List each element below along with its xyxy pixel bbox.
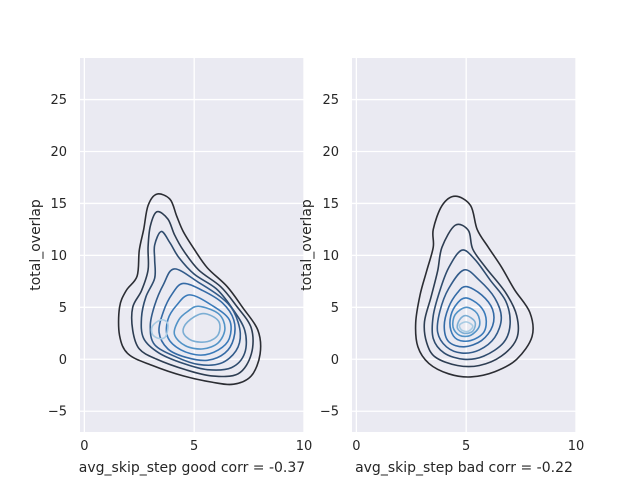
y-tick-label: 10	[50, 249, 67, 264]
kde-contour-level-2	[130, 210, 254, 378]
y-tick-label: −5	[48, 405, 67, 420]
kde-contour-level-9	[150, 318, 169, 340]
y-tick-label: 5	[59, 301, 67, 316]
y-tick-label: 10	[322, 249, 339, 264]
kde-contour-level-7	[451, 306, 481, 338]
x-tick-label: 0	[80, 439, 88, 454]
kde-contour-level-7	[173, 305, 226, 350]
kde-contour-level-3	[431, 249, 511, 361]
y-axis-label: total_overlap	[28, 199, 44, 291]
y-tick-label: 15	[50, 197, 67, 212]
y-tick-label: 0	[331, 353, 339, 368]
x-axis-label: avg_skip_step good corr = -0.37	[79, 460, 305, 476]
y-tick-label: 0	[59, 353, 67, 368]
kde-contour-level-1	[117, 193, 262, 386]
kde-contour-level-6	[449, 297, 488, 343]
x-tick-label: 10	[296, 439, 313, 454]
y-tick-label: 15	[322, 197, 339, 212]
y-tick-label: −5	[320, 405, 339, 420]
y-tick-label: 25	[322, 93, 339, 108]
y-tick-label: 5	[331, 301, 339, 316]
x-axis-label: avg_skip_step bad corr = -0.22	[355, 460, 573, 476]
x-tick-label: 10	[568, 439, 585, 454]
x-tick-label: 5	[462, 439, 470, 454]
y-tick-label: 25	[50, 93, 67, 108]
kde-contour-level-9	[458, 321, 474, 333]
kde-contour-level-5	[443, 285, 495, 348]
x-tick-label: 0	[352, 439, 360, 454]
x-tick-label: 5	[190, 439, 198, 454]
y-tick-label: 20	[50, 145, 67, 160]
chart-panel-2: −5 0 5 10 15 20 25 0 5 10 avg_skip_step bad corr =…	[299, 58, 584, 476]
chart-panel-1: −5 0 5 10 15 20 25 0 5 10 avg_skip_step good corr …	[28, 58, 312, 476]
kde-contour-level-2	[423, 223, 520, 368]
y-axis-label: total_overlap	[299, 199, 315, 291]
kde-contour-level-1	[414, 195, 534, 378]
kde-contour-level-3	[140, 230, 248, 371]
y-tick-label: 20	[322, 145, 339, 160]
kde-contour-level-4	[436, 268, 503, 354]
kde-contour-level-8	[182, 312, 221, 343]
kde-contour-level-5	[158, 282, 236, 362]
plot-area	[352, 58, 576, 432]
kde-contour-level-6	[165, 294, 232, 356]
kde-contour-level-4	[149, 268, 242, 366]
kde-contour-level-8	[456, 314, 477, 335]
